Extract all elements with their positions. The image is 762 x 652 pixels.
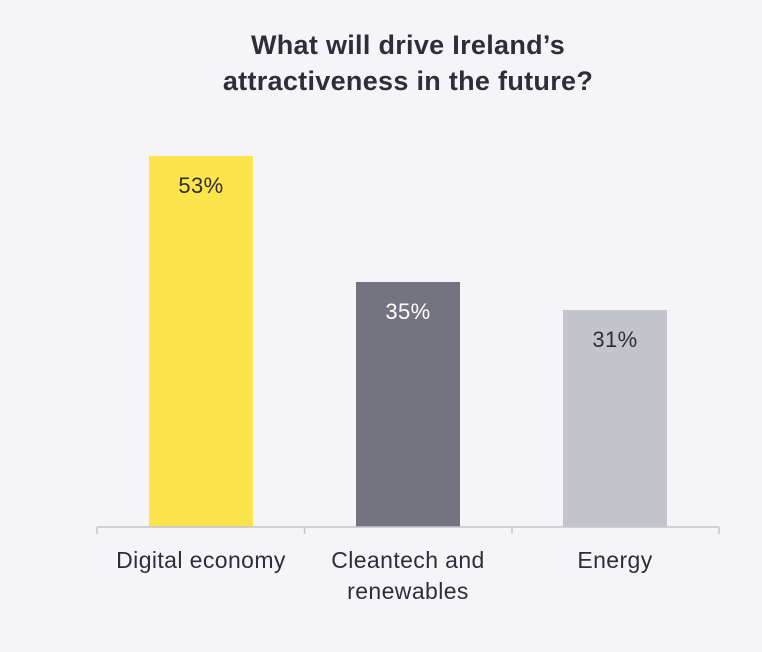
value-label-1: 53% xyxy=(178,173,223,198)
category-label-2-line-1: Cleantech and xyxy=(331,547,485,573)
value-label-2: 35% xyxy=(385,299,430,324)
chart-title-line-1: What will drive Ireland’s xyxy=(251,30,565,60)
value-label-3: 31% xyxy=(592,327,637,352)
bar-1 xyxy=(149,156,253,527)
bar-3 xyxy=(563,310,667,527)
category-label-1-line-1: Digital economy xyxy=(116,547,286,573)
category-label-3-line-1: Energy xyxy=(577,547,652,573)
category-label-2-line-2: renewables xyxy=(347,578,469,604)
x-axis xyxy=(96,526,720,534)
category-labels: Digital economy Cleantech and renewables En… xyxy=(116,547,652,604)
bar-2 xyxy=(356,282,460,527)
chart-title-line-2: attractiveness in the future? xyxy=(223,66,593,96)
bars-group: 53% 35% 31% xyxy=(149,156,667,527)
